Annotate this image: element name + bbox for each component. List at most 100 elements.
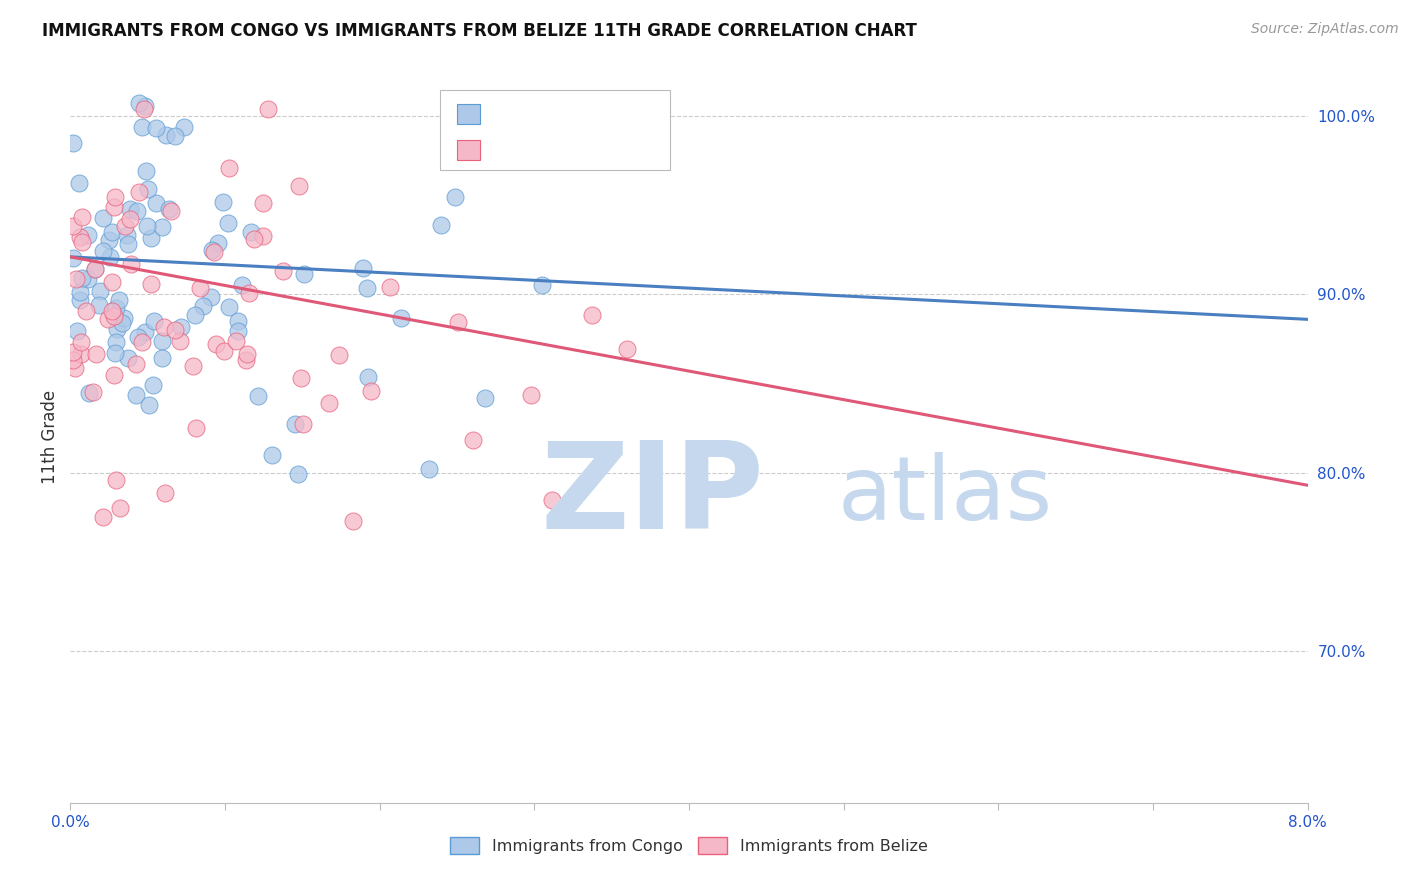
Point [132,102,155,116]
Point [142,377,165,392]
Point [131,120,153,135]
Point [105,301,128,316]
Point [169,334,191,348]
Point [120,257,142,271]
Point [291,417,314,432]
Point [342,515,364,529]
Point [328,348,350,362]
Point [138,399,160,413]
Point [447,315,470,329]
Point [128,95,150,110]
Point [195,49,218,63]
Point [165,129,187,144]
Point [77,386,100,401]
Point [200,290,222,304]
Point [201,243,224,257]
Point [62,136,84,151]
Legend: Immigrants from Congo, Immigrants from Belize: Immigrants from Congo, Immigrants from B… [444,830,934,861]
Point [243,231,266,245]
Point [218,161,240,176]
Point [204,336,226,351]
Point [235,353,257,368]
Point [418,462,440,476]
Point [356,280,378,294]
Point [581,308,603,322]
Point [139,277,162,291]
Point [136,219,159,233]
Point [105,321,128,335]
Point [69,285,91,299]
Point [142,314,165,328]
Point [153,485,176,500]
Y-axis label: 11th Grade: 11th Grade [41,390,59,484]
Point [271,264,294,278]
Point [87,298,110,312]
Point [104,335,127,350]
Point [101,275,124,289]
Point [117,351,139,365]
Point [145,195,167,210]
Point [157,202,180,217]
Point [89,284,111,298]
Point [69,230,91,244]
Text: atlas: atlas [838,452,1053,539]
Point [160,203,183,218]
Point [155,128,177,142]
Point [105,473,128,487]
Point [110,500,132,515]
Point [218,300,240,314]
Point [134,325,156,339]
Text: Source: ZipAtlas.com: Source: ZipAtlas.com [1251,22,1399,37]
Point [75,304,97,318]
Point [287,467,309,481]
Point [290,370,312,384]
Point [125,387,148,401]
Point [103,368,125,383]
Point [207,235,229,250]
Point [318,396,340,410]
Point [97,312,120,326]
Point [134,99,156,113]
Point [150,351,173,365]
Point [62,353,84,368]
Point [145,120,167,135]
Point [93,244,115,259]
Point [212,194,235,209]
Point [190,281,212,295]
Point [127,330,149,344]
Point [118,202,141,217]
Point [77,271,100,285]
Point [84,262,107,277]
Point [173,120,195,134]
Point [128,186,150,200]
Point [225,334,247,348]
Point [226,314,249,328]
Point [101,304,124,318]
Point [357,370,380,384]
Point [352,261,374,276]
Point [616,342,638,356]
Point [217,216,239,230]
Point [380,279,402,293]
Point [82,385,104,400]
Point [65,272,87,286]
Point [72,210,94,224]
FancyBboxPatch shape [440,90,671,170]
Text: R = -0.282   N = 68: R = -0.282 N = 68 [495,142,672,160]
Point [98,250,121,264]
Point [252,195,274,210]
Point [118,212,141,227]
Point [252,229,274,244]
Point [83,262,105,277]
Point [226,324,249,338]
Point [69,347,91,361]
Point [474,392,496,406]
Point [104,189,127,203]
Point [139,231,162,245]
Point [541,493,564,508]
Point [117,237,139,252]
Point [150,220,173,235]
Point [103,346,125,360]
Point [444,190,467,204]
Point [531,278,554,293]
